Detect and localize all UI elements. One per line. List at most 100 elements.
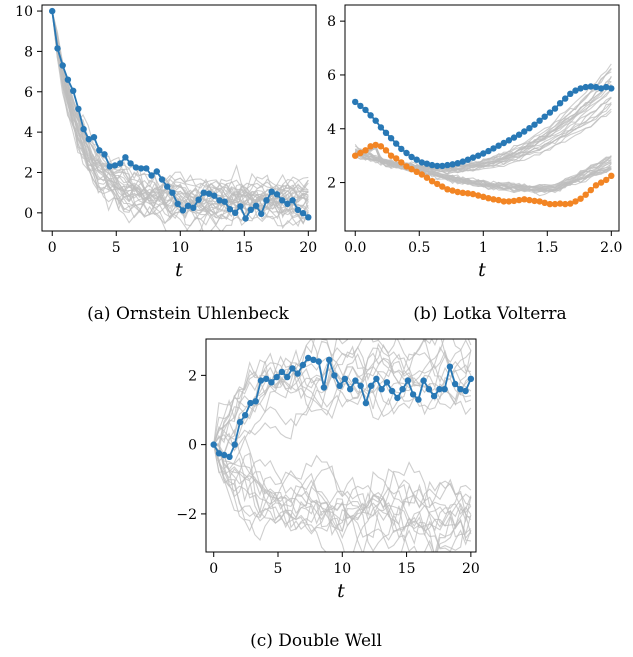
sample-path [355, 81, 612, 168]
x-tick-label: 0 [209, 561, 218, 577]
data-point [387, 135, 395, 142]
data-point [521, 128, 528, 135]
data-point [556, 200, 564, 207]
data-point [510, 197, 518, 205]
data-point [420, 377, 427, 384]
x-axis-label: t [175, 259, 183, 281]
sample-path [51, 10, 309, 211]
panel-double-well: 0 5 10 15 20 −2 0 2 t [176, 338, 480, 602]
data-point [475, 152, 482, 159]
data-point [446, 363, 454, 370]
data-point [449, 161, 456, 168]
data-point [434, 180, 441, 188]
data-point [399, 386, 406, 393]
data-point [258, 210, 265, 217]
data-point [195, 196, 202, 203]
data-point [394, 394, 401, 402]
data-point [362, 399, 370, 407]
data-point [148, 172, 155, 179]
data-point [475, 192, 482, 199]
data-point [367, 112, 374, 119]
sample-path [213, 444, 472, 552]
data-point [137, 165, 145, 172]
data-point [434, 162, 441, 170]
axes: 0 5 10 15 20 −2 0 2 t [176, 338, 480, 602]
data-point [143, 165, 150, 172]
data-point [236, 418, 244, 426]
data-point [526, 125, 533, 132]
data-point [278, 368, 286, 376]
data-point [232, 209, 239, 216]
data-point [373, 375, 380, 382]
data-point [205, 190, 213, 197]
data-point [608, 172, 615, 179]
data-point [515, 196, 523, 204]
sample-path [51, 10, 309, 231]
x-tick-label: 5 [112, 240, 121, 256]
data-point [393, 155, 400, 162]
data-point [592, 182, 600, 189]
data-point [403, 149, 410, 157]
data-point [85, 136, 93, 143]
data-point [289, 365, 296, 372]
data-point [336, 382, 343, 389]
data-point [597, 85, 605, 92]
data-point [464, 156, 472, 163]
x-tick-label: 1 [479, 240, 488, 256]
sample-path [213, 444, 472, 527]
data-point [526, 196, 533, 204]
data-point [252, 202, 260, 209]
data-point [556, 100, 564, 107]
data-point [200, 189, 207, 196]
data-point [211, 192, 218, 199]
data-point [216, 197, 223, 204]
sample-path [213, 339, 472, 445]
data-point [454, 160, 461, 167]
data-point [169, 189, 176, 196]
data-point [367, 382, 375, 389]
data-point [362, 147, 369, 154]
data-point [413, 156, 420, 163]
data-point [500, 139, 507, 147]
data-point [398, 145, 405, 153]
data-point [546, 109, 554, 116]
data-point [398, 159, 405, 166]
x-axis-label: t [337, 580, 345, 602]
data-point [153, 168, 160, 175]
data-point [467, 375, 475, 382]
data-point [383, 379, 391, 386]
x-tick-label: 0 [48, 240, 57, 256]
data-point [59, 62, 66, 69]
data-point [279, 197, 286, 204]
data-point [210, 441, 217, 448]
data-point [597, 179, 605, 186]
y-tick-label: 2 [24, 165, 33, 181]
data-point [515, 131, 523, 138]
x-tick-label: 0.0 [344, 240, 366, 256]
axes: 0 5 10 15 20 0 2 4 6 8 10 t [15, 4, 317, 281]
axes: 0.0 0.5 1 1.5 2.0 2 4 6 8 t [327, 4, 622, 281]
data-point [221, 198, 228, 205]
data-point [377, 124, 385, 131]
data-point [441, 386, 448, 393]
x-tick-label: 10 [171, 240, 189, 256]
x-tick-label: 10 [333, 561, 351, 577]
y-tick-label: 2 [188, 368, 197, 384]
x-axis-label: t [478, 259, 486, 281]
data-point [179, 207, 187, 214]
data-point [382, 129, 390, 136]
data-point [347, 386, 354, 393]
data-point [423, 174, 431, 181]
data-point [101, 151, 108, 158]
y-tick-label: −2 [176, 507, 197, 523]
data-point [158, 176, 166, 183]
sample-path [51, 11, 309, 221]
data-point [164, 183, 171, 190]
data-point [284, 200, 291, 207]
panel-ornstein-uhlenbeck: 0 5 10 15 20 0 2 4 6 8 10 t [15, 4, 317, 281]
data-point [505, 137, 513, 144]
data-point [531, 121, 538, 128]
data-point [418, 171, 425, 178]
data-point [423, 160, 431, 167]
